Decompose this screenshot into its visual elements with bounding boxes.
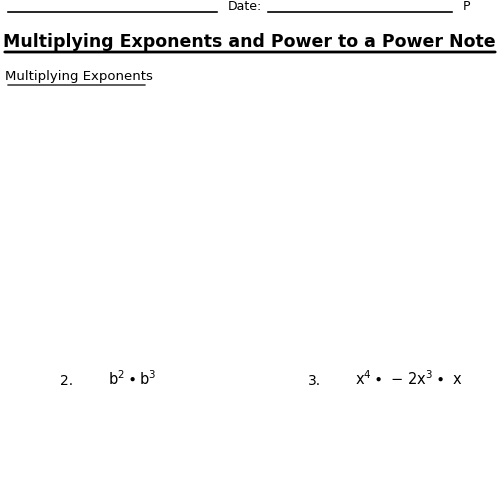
Text: Date:: Date: bbox=[228, 0, 262, 13]
Text: 3.: 3. bbox=[308, 374, 321, 388]
Text: 2.: 2. bbox=[60, 374, 73, 388]
Text: P: P bbox=[463, 0, 470, 13]
Text: $\mathrm{b}^2 \bullet \mathrm{b}^3$: $\mathrm{b}^2 \bullet \mathrm{b}^3$ bbox=[108, 370, 156, 388]
Text: $\mathrm{x}^4 \bullet\ \mathsf{-}\ 2\mathrm{x}^3 \bullet\ \mathrm{x}$: $\mathrm{x}^4 \bullet\ \mathsf{-}\ 2\mat… bbox=[355, 370, 462, 388]
Text: Multiplying Exponents and Power to a Power Note: Multiplying Exponents and Power to a Pow… bbox=[3, 33, 496, 51]
Text: Multiplying Exponents: Multiplying Exponents bbox=[5, 70, 153, 83]
